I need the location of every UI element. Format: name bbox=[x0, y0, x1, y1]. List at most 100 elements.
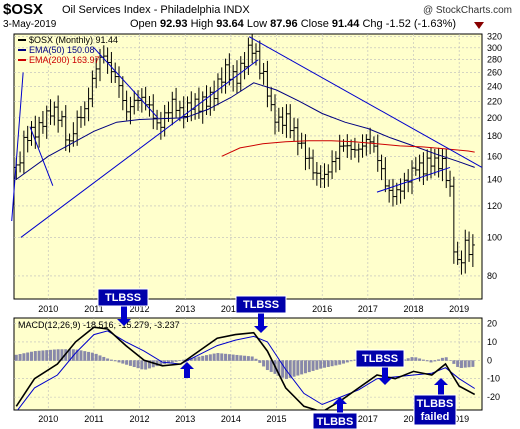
ohlc-bar bbox=[276, 107, 281, 132]
ohlc-bar bbox=[326, 164, 331, 187]
annotation-box bbox=[413, 394, 457, 426]
histogram-bar bbox=[444, 357, 448, 361]
arrow-shaft bbox=[258, 313, 264, 327]
price-y-tick-label: 180 bbox=[487, 131, 502, 141]
histogram-bar bbox=[197, 356, 201, 361]
annotation-arrow bbox=[333, 397, 347, 413]
histogram-bar bbox=[109, 359, 113, 361]
ohlc-bar bbox=[311, 149, 316, 181]
histogram-bar bbox=[467, 360, 471, 368]
macd-legend-label: MACD(12,26,9) -18.516, -15.279, -3.237 bbox=[18, 320, 180, 330]
histogram-bar bbox=[106, 358, 110, 361]
ohlc-bar bbox=[333, 151, 338, 173]
histogram-bar bbox=[334, 360, 338, 366]
macd-line bbox=[15, 326, 476, 410]
histogram-bar bbox=[174, 360, 178, 362]
macd-x-tick-label: 2012 bbox=[130, 414, 150, 424]
x-tick-label: 2012 bbox=[130, 304, 150, 314]
trendline bbox=[376, 166, 451, 193]
histogram-bar bbox=[250, 356, 254, 361]
histogram-bar bbox=[159, 360, 163, 365]
ohlc-bar bbox=[467, 231, 472, 262]
histogram-bar bbox=[83, 351, 87, 361]
histogram-bar bbox=[14, 354, 18, 361]
ohlc-bar bbox=[459, 250, 464, 275]
ohlc-bar bbox=[356, 143, 361, 163]
macd-x-tick-label: 2010 bbox=[38, 414, 58, 424]
price-y-tick-label: 80 bbox=[487, 271, 497, 281]
histogram-bar bbox=[227, 354, 231, 361]
ohlc-bar bbox=[455, 241, 460, 265]
ohlc-bar bbox=[345, 134, 350, 158]
histogram-bar bbox=[56, 349, 60, 361]
histogram-bar bbox=[128, 360, 132, 366]
ohlc-bar bbox=[314, 161, 319, 186]
histogram-bar bbox=[448, 360, 452, 361]
histogram-bar bbox=[414, 357, 418, 361]
arrow-head bbox=[254, 326, 268, 333]
index-name: Oil Services Index - Philadelphia INDX bbox=[62, 4, 250, 16]
histogram-bar bbox=[178, 360, 182, 361]
histogram-bar bbox=[262, 360, 266, 367]
annotation-arrow-2013 bbox=[180, 362, 194, 378]
histogram-bar bbox=[166, 360, 170, 364]
ohlc-bar bbox=[158, 111, 163, 140]
x-tick-label: 2011 bbox=[84, 304, 103, 314]
histogram-bar bbox=[456, 360, 460, 367]
ohlc-bar bbox=[181, 96, 186, 129]
price-y-tick-label: 100 bbox=[487, 232, 502, 242]
histogram-bar bbox=[254, 358, 258, 361]
ohlc-bar bbox=[82, 101, 87, 126]
histogram-bar bbox=[45, 350, 49, 361]
ohlc-bar bbox=[215, 73, 220, 106]
histogram-bar bbox=[319, 360, 323, 369]
price-y-tick-label: 140 bbox=[487, 174, 502, 184]
price-y-tick-label: 320 bbox=[487, 32, 502, 42]
histogram-bar bbox=[269, 360, 273, 372]
histogram-bar bbox=[418, 358, 422, 361]
symbol-title: $OSX bbox=[3, 1, 44, 18]
histogram-bar bbox=[311, 360, 315, 371]
ohlc-bar bbox=[124, 90, 129, 121]
ohlc-bar bbox=[151, 94, 156, 130]
histogram-bar bbox=[410, 357, 414, 361]
x-tick-label: 2016 bbox=[312, 304, 332, 314]
histogram-bar bbox=[189, 358, 193, 361]
histogram-bar bbox=[452, 360, 456, 364]
ohlc-bar bbox=[44, 105, 49, 139]
annotation-label: TLBSS bbox=[235, 295, 287, 314]
ohlc-bar bbox=[21, 130, 26, 174]
histogram-bar bbox=[22, 353, 26, 361]
histogram-bar bbox=[231, 354, 235, 361]
ohlc-bar bbox=[383, 157, 388, 193]
histogram-bar bbox=[216, 353, 220, 361]
annotation-text: TLBSS bbox=[243, 299, 279, 311]
ohlc-bar bbox=[413, 157, 418, 176]
high-value: 93.64 bbox=[216, 18, 244, 30]
ohlc-bar bbox=[463, 229, 468, 274]
annotation-text: TLBSS bbox=[362, 353, 398, 365]
price-y-tick-label: 280 bbox=[487, 55, 502, 65]
macd-x-tick-label: 2015 bbox=[267, 414, 287, 424]
annotation-arrow bbox=[434, 378, 448, 395]
histogram-bar bbox=[37, 350, 41, 361]
macd-x-tick-label: 2011 bbox=[84, 414, 103, 424]
annotation-box bbox=[97, 288, 149, 307]
ohlc-bar bbox=[147, 95, 152, 117]
histogram-bar bbox=[220, 353, 224, 361]
histogram-bar bbox=[239, 355, 243, 361]
chg-label: Chg bbox=[362, 18, 383, 30]
ohlc-bar bbox=[402, 172, 407, 200]
x-tick-label: 2010 bbox=[38, 304, 58, 314]
ohlc-bar bbox=[132, 90, 137, 115]
ohlc-bar bbox=[330, 150, 335, 180]
histogram-bar bbox=[406, 358, 410, 361]
macd-y-tick-label: 0 bbox=[487, 355, 492, 365]
histogram-bar bbox=[201, 355, 205, 361]
ohlc-bar bbox=[398, 178, 403, 204]
trendline bbox=[11, 72, 24, 222]
arrow-shaft bbox=[337, 403, 343, 413]
macd-x-tick-label: 2019 bbox=[449, 414, 469, 424]
open-label: Open bbox=[130, 18, 157, 30]
